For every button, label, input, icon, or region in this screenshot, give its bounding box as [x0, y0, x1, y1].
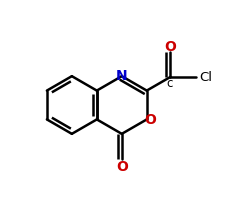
Text: O: O: [165, 40, 177, 54]
Text: Cl: Cl: [199, 71, 212, 84]
Text: c: c: [166, 77, 172, 89]
Text: O: O: [116, 159, 128, 173]
Text: O: O: [144, 113, 156, 127]
Text: N: N: [116, 69, 127, 83]
